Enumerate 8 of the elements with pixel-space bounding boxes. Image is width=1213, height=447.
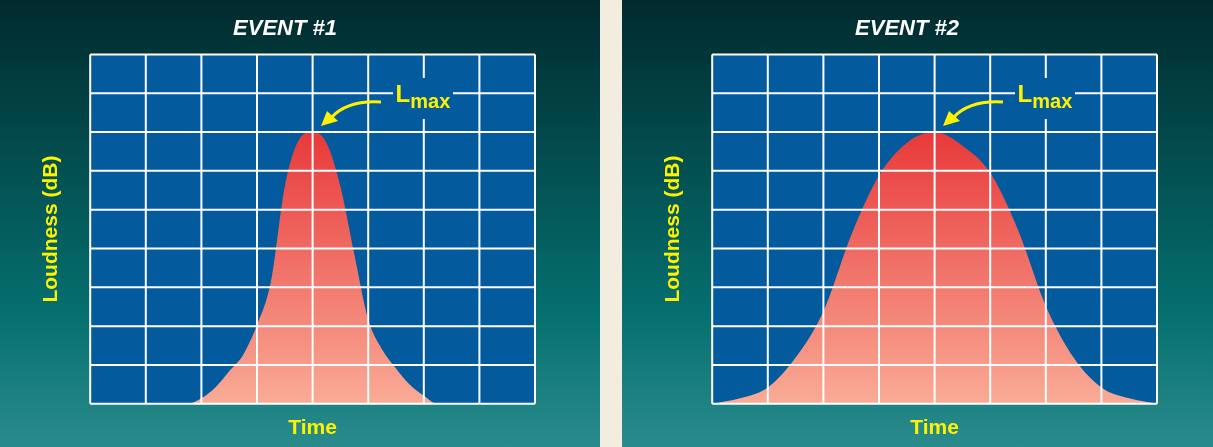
text: L$_{max}$ xyxy=(1014,78,1076,119)
y-axis-title: Loudness (dB) xyxy=(38,155,62,303)
chart-title: EVENT #2 xyxy=(855,15,960,41)
x-axis-title: Time xyxy=(910,415,959,439)
x-axis-title: Time xyxy=(288,415,337,439)
y-axis-title: Loudness (dB) xyxy=(660,155,684,303)
chart-title: EVENT #1 xyxy=(233,15,337,41)
text: L$_{max}$ xyxy=(392,78,454,119)
